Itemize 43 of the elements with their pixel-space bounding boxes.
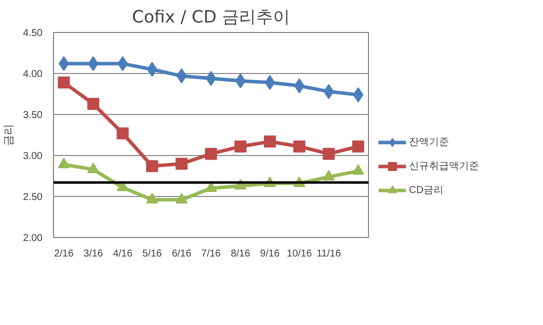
x-tick-label: 6/16 [172,248,192,260]
x-tick-label: 4/16 [112,248,133,260]
point [146,62,158,77]
y-tick-label: 4.00 [23,69,43,80]
point [176,192,188,204]
point [58,76,70,89]
y-tick-label: 3.00 [23,151,43,162]
legend-label: CD금리 [409,184,444,197]
y-tick-label: 3.50 [23,110,43,121]
point [116,127,129,140]
x-tick-label: 7/16 [201,248,222,260]
point [146,160,158,172]
x-tick-label: 2/16 [54,248,74,260]
y-axis-title: 금리 [3,124,16,146]
y-tick-label: 2.50 [23,192,43,203]
y-tick-label: 4.50 [23,28,43,39]
point [352,140,364,152]
point [234,140,246,152]
x-tick-label: 5/16 [142,248,162,260]
x-tick-label: 9/16 [260,248,280,260]
point [322,170,335,180]
legend-label: 잔액기준 [409,136,449,149]
point [176,68,187,84]
point [264,75,276,90]
chart-title: Cofix / CD 금리추이 [132,8,290,28]
point [322,148,335,160]
point [146,192,158,204]
point [235,73,246,88]
point [58,158,70,168]
point [206,70,216,86]
x-tick-label: 8/16 [230,248,251,260]
legend-label: 신규취급액기준 [409,160,479,173]
x-tick-label: 10/16 [286,248,312,260]
point [264,136,276,148]
x-tick-label: 11/16 [316,248,342,260]
point [176,158,188,170]
y-tick-label: 2.00 [23,233,43,244]
point [205,148,217,160]
point [87,162,100,174]
point [87,98,100,110]
point [293,140,306,152]
x-tick-label: 3/16 [84,248,104,260]
point [352,164,364,175]
